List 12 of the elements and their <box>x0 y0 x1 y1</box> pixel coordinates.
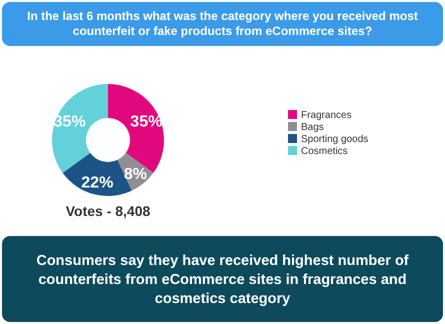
donut-slice <box>52 84 108 173</box>
data-label: 35% <box>54 113 86 130</box>
text: Consumers say they have received highest number of counterfeits from eCommerce sites in fragrances and cosmetics category <box>36 253 409 307</box>
legend-label: Sporting goods <box>301 134 368 145</box>
legend-label: Cosmetics <box>301 146 348 157</box>
text: Votes - 8,408 <box>66 203 150 219</box>
data-label: 8% <box>124 166 147 184</box>
data-label: 22% <box>81 174 114 192</box>
legend-label: Bags <box>301 122 324 133</box>
chart-title: In the last 6 months what was the category where you received most counterfeit or fake products from eCommerce sites? <box>27 9 418 38</box>
legend-label: Fragrances <box>301 110 352 121</box>
data-label: 35% <box>130 113 162 130</box>
